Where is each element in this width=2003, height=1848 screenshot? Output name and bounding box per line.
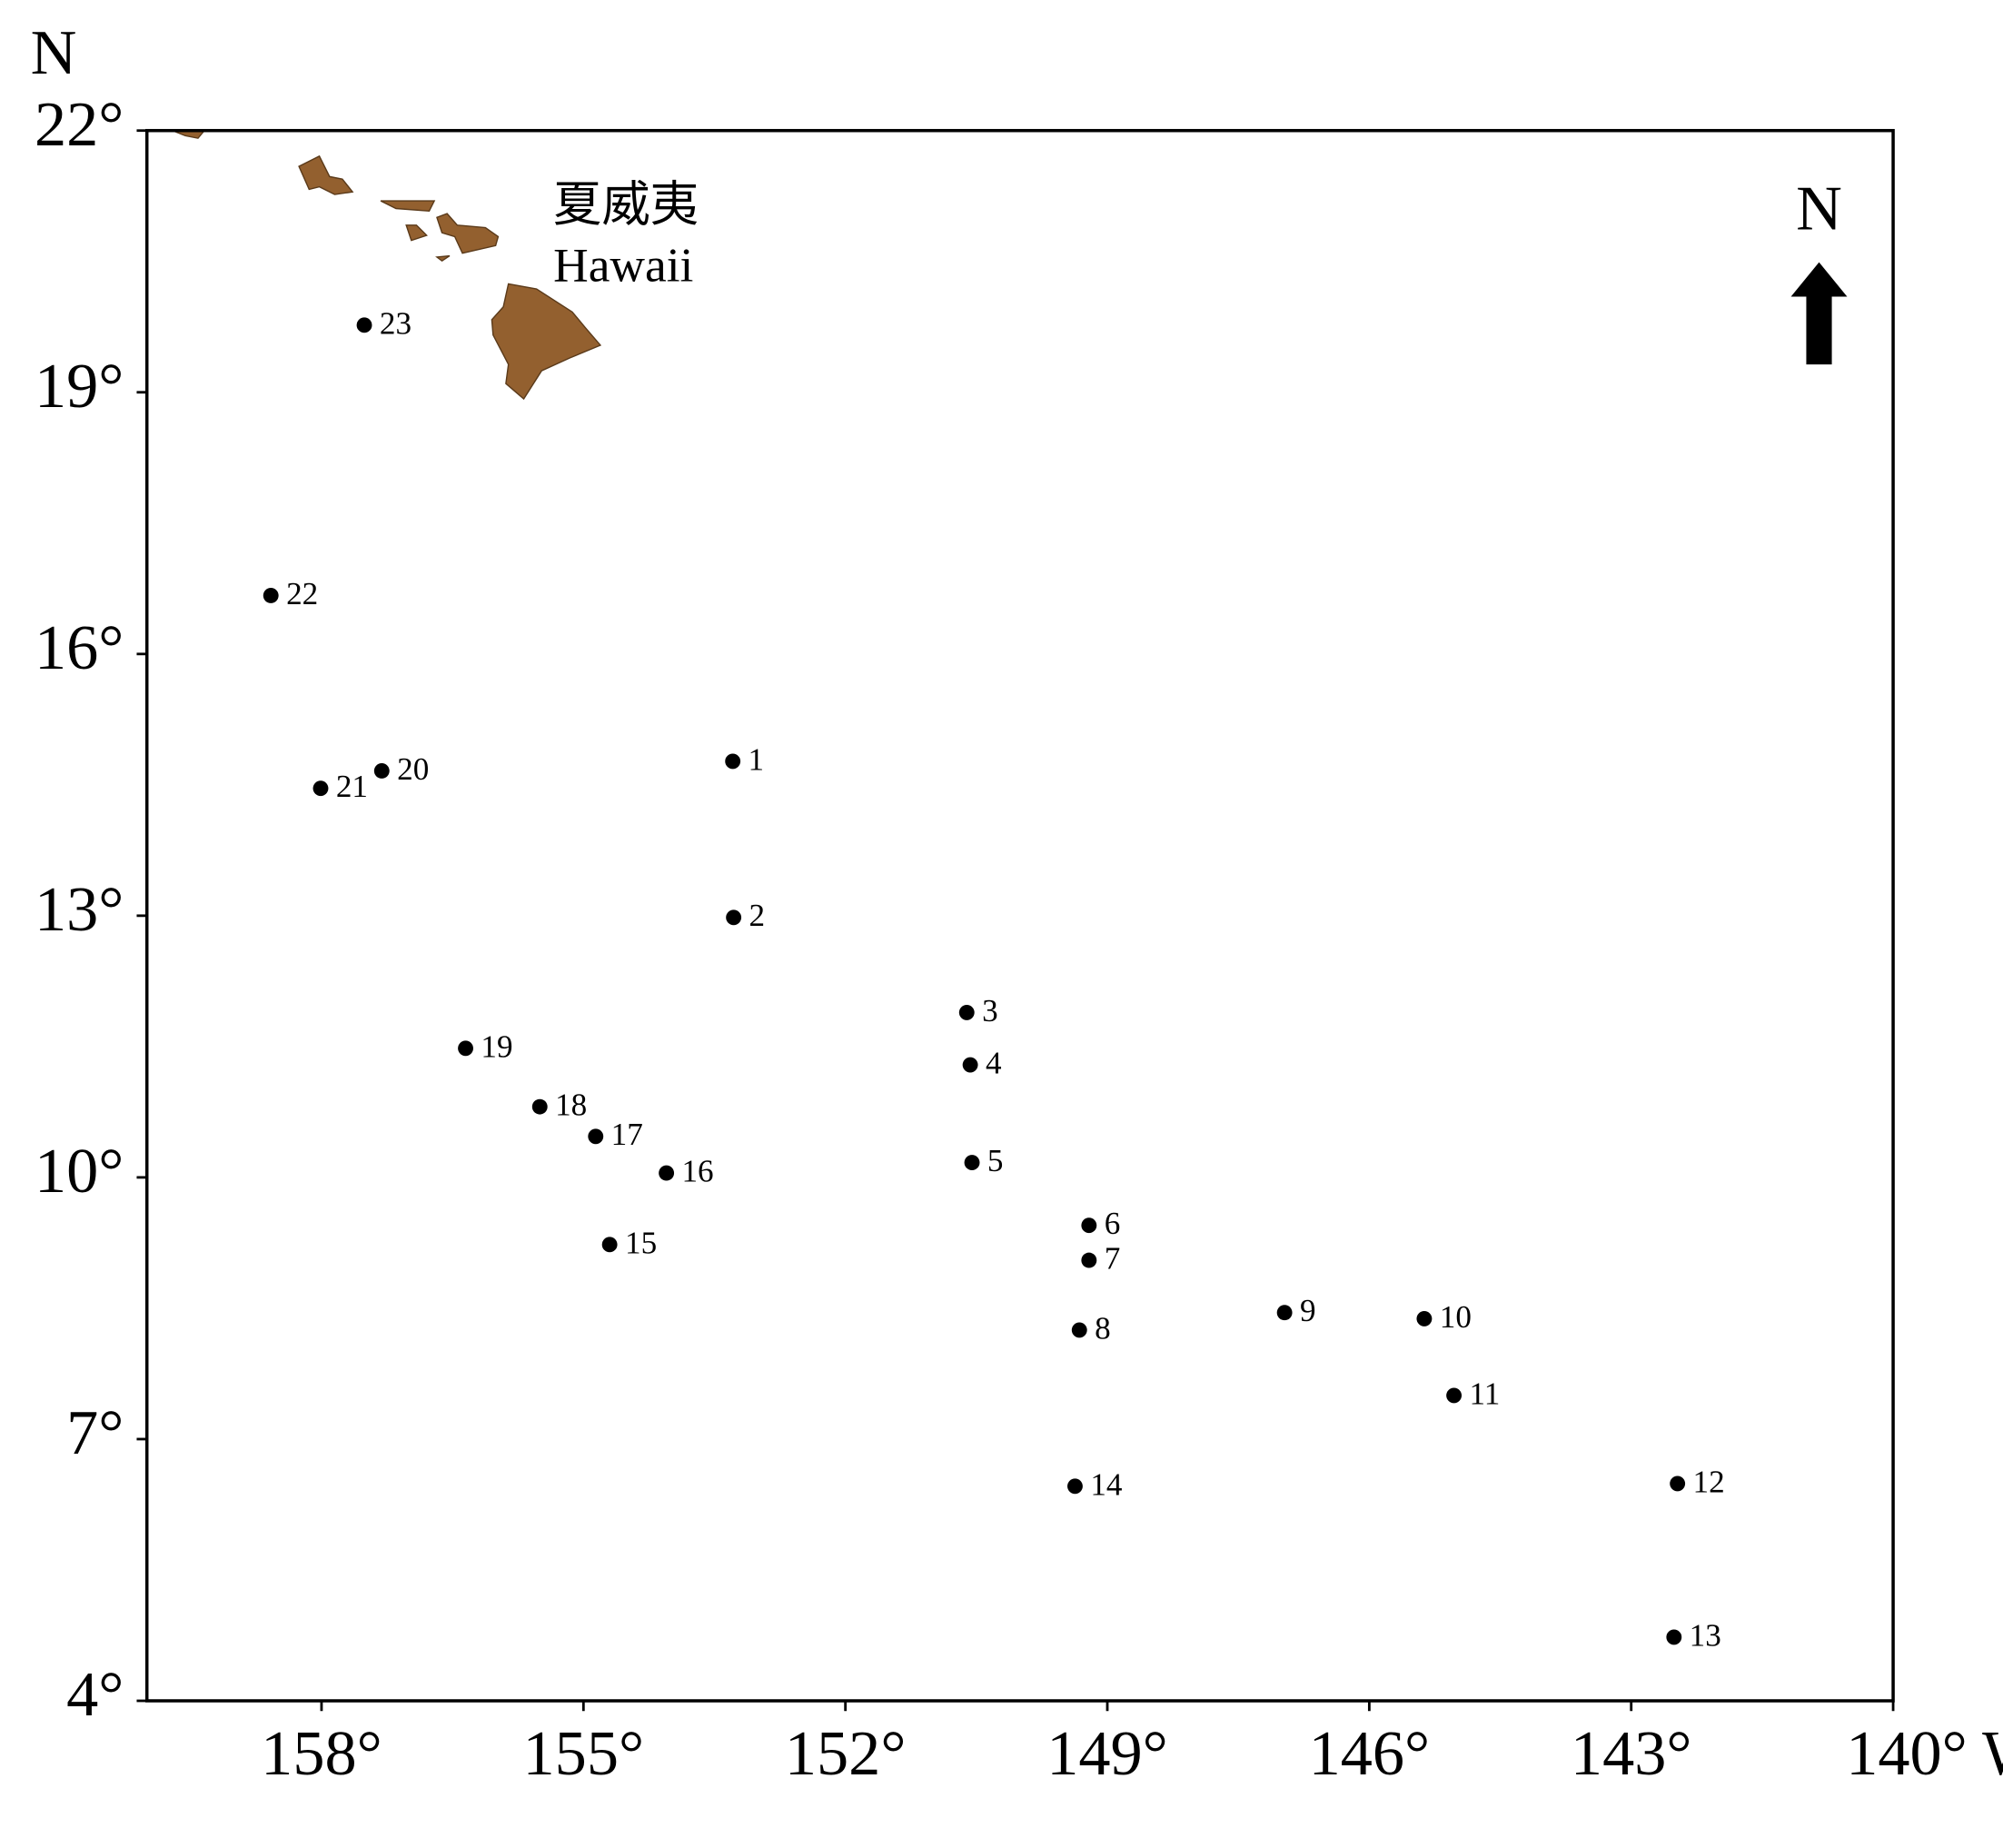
station-label: 10	[1440, 1299, 1472, 1335]
station	[1446, 1387, 1463, 1404]
island	[405, 224, 428, 242]
north-arrow-label: N	[1796, 174, 1842, 244]
station-label: 6	[1105, 1206, 1121, 1241]
station-label: 14	[1090, 1466, 1123, 1502]
x-tick-label: 149°	[1046, 1718, 1168, 1789]
station	[964, 1155, 980, 1171]
station-label: 23	[380, 305, 412, 341]
station-label: 17	[611, 1117, 643, 1152]
north-arrow	[1790, 262, 1848, 365]
y-tick-label: 10°	[35, 1136, 124, 1207]
x-tick-label: 155°	[523, 1718, 645, 1789]
station	[1071, 1322, 1087, 1338]
station	[1666, 1629, 1682, 1645]
station-label: 7	[1105, 1241, 1121, 1277]
x-tick-label: 146°	[1309, 1718, 1431, 1789]
station	[958, 1004, 975, 1020]
station	[1416, 1311, 1433, 1326]
station-label: 3	[982, 993, 998, 1028]
y-axis-label: N	[31, 17, 77, 88]
station-label: 22	[286, 576, 318, 611]
station-label: 4	[986, 1046, 1002, 1081]
station	[1081, 1252, 1097, 1268]
island	[298, 154, 354, 195]
x-tick-label: 158°	[261, 1718, 382, 1789]
x-tick-label: 152°	[785, 1718, 907, 1789]
island	[435, 254, 451, 263]
station	[1276, 1305, 1293, 1321]
station	[263, 588, 279, 603]
y-tick-label: 19°	[35, 351, 124, 422]
station	[312, 780, 329, 797]
station-label: 2	[749, 898, 766, 933]
station	[588, 1128, 604, 1145]
station	[373, 763, 390, 779]
station-label: 15	[625, 1225, 657, 1260]
station	[962, 1057, 978, 1073]
island	[491, 283, 602, 401]
island	[436, 213, 500, 254]
station	[601, 1237, 618, 1253]
y-tick-label: 22°	[35, 89, 124, 160]
islands	[172, 130, 602, 401]
station	[726, 909, 742, 926]
station-label: 18	[555, 1088, 587, 1123]
station	[1670, 1475, 1686, 1492]
station	[356, 317, 372, 333]
station-label: 16	[681, 1154, 713, 1189]
x-tick-label: 140° W	[1846, 1718, 2003, 1789]
station-label: 13	[1690, 1617, 1721, 1653]
plot-frame	[144, 128, 1895, 1703]
station-label: 1	[749, 741, 765, 777]
annotation: 夏威夷	[553, 177, 699, 232]
station-label: 19	[481, 1028, 512, 1064]
annotation: Hawaii	[553, 237, 693, 292]
station	[1067, 1478, 1083, 1495]
station	[725, 753, 741, 770]
station-label: 20	[397, 751, 429, 787]
station	[531, 1098, 548, 1115]
station-label: 5	[987, 1143, 1004, 1178]
station	[1081, 1217, 1097, 1234]
island	[380, 200, 436, 213]
station	[659, 1165, 675, 1181]
y-tick-label: 13°	[35, 874, 124, 945]
y-tick-label: 7°	[66, 1397, 124, 1468]
station-label: 8	[1095, 1310, 1111, 1346]
y-tick-label: 16°	[35, 612, 124, 683]
station-label: 21	[336, 769, 368, 804]
y-tick-label: 4°	[66, 1659, 124, 1730]
station-label: 9	[1300, 1293, 1316, 1328]
station-label: 11	[1469, 1376, 1500, 1411]
station	[458, 1040, 473, 1057]
station-label: 12	[1693, 1464, 1725, 1499]
x-tick-label: 143°	[1571, 1718, 1692, 1789]
